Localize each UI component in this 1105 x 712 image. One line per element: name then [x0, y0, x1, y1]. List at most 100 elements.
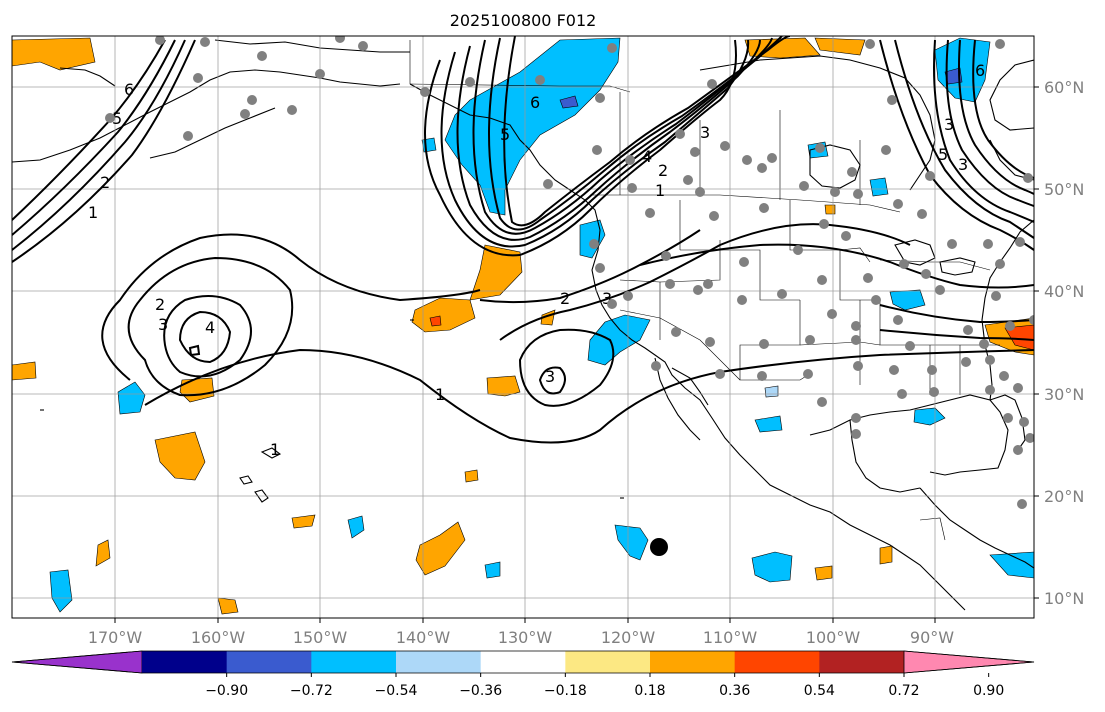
lat-label: 60°N [1044, 78, 1084, 97]
shade-cyan [869, 177, 889, 197]
shade-orange [814, 37, 866, 56]
colorbar-tick-label: 0.90 [973, 683, 1004, 699]
shade-orange [415, 521, 466, 576]
colorbar-segment [819, 651, 905, 673]
lon-label: 100°W [806, 628, 861, 647]
shading-layer [12, 37, 1034, 615]
map-area: 6 5 2 1 6 5 1 3 2 4 3 2 4 1 3 3 2 5 6 3 [11, 35, 1039, 623]
contour-label: 3 [158, 315, 168, 334]
contour-label: 2 [155, 295, 165, 314]
contour-label: 3 [602, 289, 612, 308]
contour-label: 1 [435, 385, 445, 404]
colorbar-tick-label: −0.72 [290, 683, 333, 699]
lon-label: 160°W [191, 628, 246, 647]
colorbar-border [11, 650, 1035, 674]
coastlines [12, 39, 1034, 611]
lat-label: 40°N [1044, 282, 1084, 301]
shade-orange [411, 297, 476, 333]
longitude-labels: 170°W 160°W 150°W 140°W 130°W 120°W 110°… [88, 628, 954, 647]
shade-royal [559, 95, 579, 109]
shade-cyan [421, 137, 437, 153]
latitude-labels: 60°N 50°N 40°N 30°N 20°N 10°N [1044, 78, 1084, 608]
colorbar-tick-label: −0.18 [544, 683, 587, 699]
colorbar-segment [226, 651, 312, 673]
colorbar-extend-low [11, 650, 143, 674]
contour-label: 1 [88, 203, 98, 222]
colorbar-tick-label: 0.54 [804, 683, 835, 699]
contour-label: 4 [642, 147, 652, 166]
colorbar-segment [650, 651, 736, 673]
contour-label: 5 [938, 145, 948, 164]
lon-label: 170°W [88, 628, 143, 647]
contour-label: 6 [124, 80, 134, 99]
shade-lightblue [764, 385, 779, 398]
shade-orange [879, 545, 893, 565]
colorbar-segment [396, 651, 482, 673]
contour-label: 6 [530, 93, 540, 112]
shade-orange [486, 375, 521, 397]
colorbar-segment [142, 651, 228, 673]
colorbar-tick-label: 0.72 [888, 683, 919, 699]
lat-label: 30°N [1044, 385, 1084, 404]
map-title: 2025100800 F012 [450, 11, 597, 30]
colorbar-segment [480, 651, 566, 673]
colorbar-tick-label: 0.18 [634, 683, 665, 699]
political-borders [409, 40, 1000, 541]
lon-label: 90°W [910, 628, 954, 647]
shade-cyan [614, 524, 649, 561]
contour-label: 5 [112, 109, 122, 128]
contour-label: 2 [100, 173, 110, 192]
colorbar-segment [565, 651, 651, 673]
colorbar-segment [311, 651, 397, 673]
colorbar-segment [734, 651, 820, 673]
shade-orange [154, 431, 206, 481]
lon-label: 140°W [396, 628, 451, 647]
axis-ticks [114, 86, 1039, 623]
shade-cyan [117, 381, 146, 415]
contour-label: 1 [270, 440, 280, 459]
contour-label: 3 [700, 123, 710, 142]
lon-label: 110°W [703, 628, 758, 647]
contour-label: 1 [655, 181, 665, 200]
storm-center-marker [650, 538, 668, 556]
contour-label: 3 [958, 155, 968, 174]
shade-cyan [934, 37, 991, 103]
shade-orange [95, 539, 111, 567]
shade-cyan [913, 407, 946, 426]
contour-label: 2 [560, 289, 570, 308]
contour-label: 2 [658, 161, 668, 180]
lat-label: 50°N [1044, 180, 1084, 199]
shade-orange [12, 361, 37, 381]
contour-label: 5 [500, 125, 510, 144]
contour-label: 3 [545, 367, 555, 386]
station-markers [105, 36, 1034, 509]
contour-label: 6 [975, 61, 985, 80]
graticule [12, 36, 1034, 618]
lon-label: 130°W [498, 628, 553, 647]
colorbar-extend-high [903, 650, 1035, 674]
contour-label: 4 [205, 318, 215, 337]
shade-orange [824, 204, 836, 215]
shade-cyan [347, 515, 365, 539]
shade-cyan [989, 551, 1034, 579]
shade-cyan [751, 551, 793, 583]
map-border [11, 35, 1035, 619]
lon-label: 120°W [601, 628, 656, 647]
shade-cyan [754, 415, 783, 433]
colorbar-tick-label: −0.36 [459, 683, 502, 699]
shade-orange [814, 565, 833, 581]
shade-cyan [889, 289, 926, 311]
contour-label: 3 [944, 115, 954, 134]
shade-orange [469, 244, 523, 301]
colorbar-tick-label: 0.36 [719, 683, 750, 699]
lat-label: 20°N [1044, 487, 1084, 506]
lat-label: 10°N [1044, 589, 1084, 608]
shade-red [429, 315, 442, 327]
colorbar: −0.90 −0.72 −0.54 −0.36 −0.18 0.18 0.36 0.54 0.7… [11, 650, 1035, 699]
shade-cyan [444, 37, 621, 216]
lon-label: 150°W [293, 628, 348, 647]
shade-cyan [484, 561, 501, 579]
shade-orange [217, 597, 239, 615]
colorbar-tick-label: −0.54 [375, 683, 418, 699]
